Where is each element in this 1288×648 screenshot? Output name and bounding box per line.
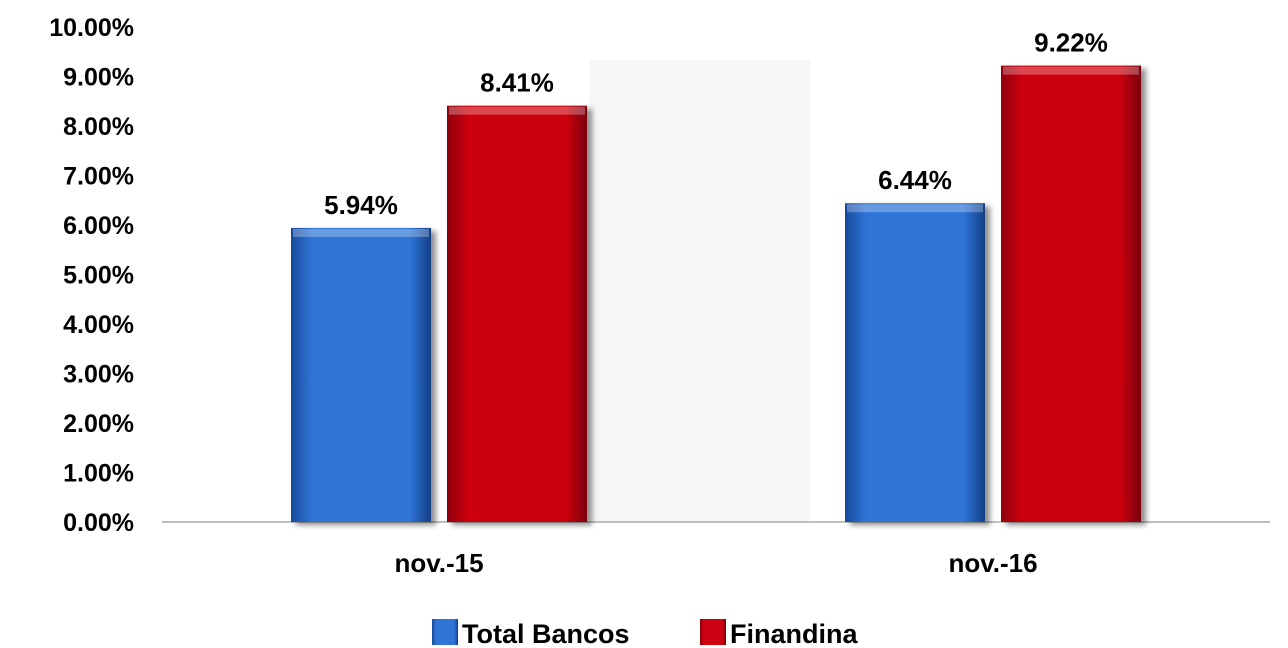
x-tick-label: nov.-16 <box>948 548 1037 578</box>
y-tick-label: 2.00% <box>63 410 134 438</box>
legend-swatch <box>700 619 726 645</box>
bar-highlight <box>293 228 429 237</box>
data-label: 6.44% <box>878 165 952 195</box>
bars: 5.94% 8.41% 6.44% 9.22% <box>291 28 1141 523</box>
bar-highlight <box>847 204 983 213</box>
y-tick-label: 1.00% <box>63 460 134 488</box>
x-axis: nov.-15 nov.-16 <box>394 548 1037 578</box>
y-tick-label: 3.00% <box>63 361 134 389</box>
y-tick-label: 5.00% <box>63 262 134 290</box>
bar-highlight <box>449 106 585 115</box>
legend-label: Finandina <box>730 619 858 648</box>
y-tick-label: 4.00% <box>63 311 134 339</box>
data-label: 8.41% <box>480 68 554 98</box>
y-tick-label: 6.00% <box>63 212 134 240</box>
bar <box>291 227 431 522</box>
plot-area-tint <box>590 60 810 522</box>
legend-label: Total Bancos <box>462 619 630 648</box>
x-tick-label: nov.-15 <box>394 548 483 578</box>
bar-highlight <box>1003 66 1139 75</box>
y-tick-label: 7.00% <box>63 163 134 191</box>
y-tick-label: 8.00% <box>63 113 134 141</box>
bar <box>447 105 587 522</box>
bar <box>845 203 985 522</box>
data-label: 9.22% <box>1034 28 1108 58</box>
y-axis: 0.00% 1.00% 2.00% 3.00% 4.00% 5.00% 6.00% 7.00%… <box>49 14 134 537</box>
y-tick-label: 9.00% <box>63 64 134 92</box>
y-tick-label: 10.00% <box>49 14 134 42</box>
legend-swatch <box>432 619 458 645</box>
legend: Total Bancos Finandina <box>432 619 858 648</box>
y-tick-label: 0.00% <box>63 509 134 537</box>
data-label: 5.94% <box>324 190 398 220</box>
bar <box>1001 65 1141 523</box>
